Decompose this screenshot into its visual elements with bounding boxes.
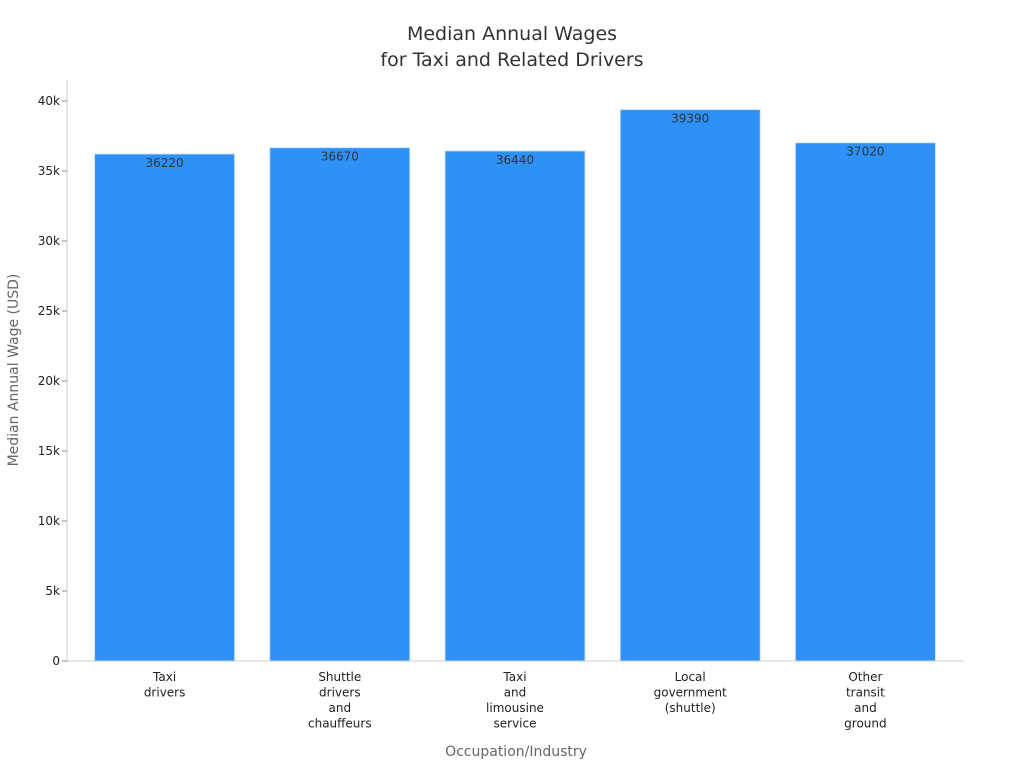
x-tick-label-line: government <box>654 686 727 700</box>
x-tick-label-line: Taxi <box>152 670 176 684</box>
chart-title-line-1: Median Annual Wages <box>407 23 617 45</box>
data-label: 36220 <box>146 156 184 170</box>
y-axis-label: Median Annual Wage (USD) <box>6 274 22 467</box>
bar <box>269 147 411 662</box>
x-tick-label-line: transit <box>846 686 885 700</box>
data-labels-group: 36220 36670 36440 39390 37020 <box>146 112 885 170</box>
bar <box>94 153 236 662</box>
x-tick-label-line: chauffeurs <box>308 717 372 731</box>
x-tick-label-line: Taxi <box>502 670 526 684</box>
bar <box>619 109 761 662</box>
x-tick-label-line: ground <box>844 717 886 731</box>
x-tick-label: Taxi and limousine service <box>486 670 544 731</box>
x-tick-label-line: and <box>329 701 352 715</box>
bar <box>444 150 586 662</box>
x-tick-label: Taxi drivers <box>144 670 186 700</box>
chart-title: Median Annual Wages for Taxi and Related… <box>380 23 643 71</box>
x-tick-label: Local government (shuttle) <box>654 670 727 715</box>
bar <box>794 142 936 662</box>
x-axis-label: Occupation/Industry <box>445 744 587 760</box>
bars-group <box>94 109 936 662</box>
y-tick-label: 25k <box>38 304 60 318</box>
x-tick-label-line: Local <box>675 670 706 684</box>
y-tick-label: 0 <box>52 654 60 668</box>
x-tick-label-line: limousine <box>486 701 544 715</box>
y-tick-label: 35k <box>38 164 60 178</box>
x-tick-label-line: and <box>504 686 527 700</box>
x-tick-label-line: (shuttle) <box>665 701 716 715</box>
y-tick-label: 30k <box>38 234 60 248</box>
x-tick-label: Shuttle drivers and chauffeurs <box>308 670 372 731</box>
y-tick-label: 5k <box>45 584 60 598</box>
y-tick-label: 20k <box>38 374 60 388</box>
y-tick-label: 10k <box>38 514 60 528</box>
data-label: 39390 <box>671 112 709 126</box>
chart-title-line-2: for Taxi and Related Drivers <box>380 49 643 71</box>
x-tick-label-line: drivers <box>319 686 361 700</box>
y-tick-label: 40k <box>38 94 60 108</box>
x-tick-label-line: Other <box>848 670 882 684</box>
data-label: 36670 <box>321 150 359 164</box>
x-tick-label-line: service <box>494 717 537 731</box>
x-tick-label-line: drivers <box>144 686 186 700</box>
data-label: 37020 <box>846 145 884 159</box>
data-label: 36440 <box>496 153 534 167</box>
x-tick-label-line: Shuttle <box>318 670 361 684</box>
y-axis-ticks: 0 5k 10k 15k 20k 25k 30k 35k 40k <box>38 94 67 668</box>
x-tick-label-line: and <box>854 701 877 715</box>
x-tick-label: Other transit and ground <box>844 670 886 731</box>
y-tick-label: 15k <box>38 444 60 458</box>
